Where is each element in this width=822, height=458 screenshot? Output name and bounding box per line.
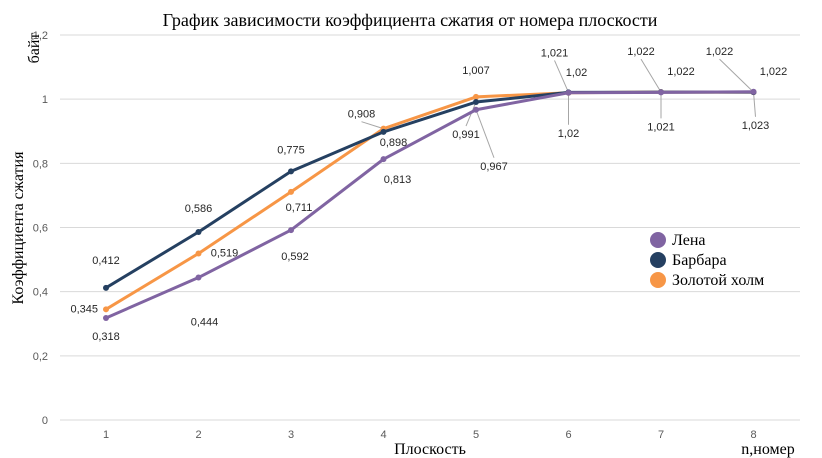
x-tick-label: 7 [658,429,664,441]
data-point [103,306,109,313]
data-point [473,99,479,106]
series [103,88,757,321]
x-tick-label: 2 [195,429,201,441]
x-tick-label: 1 [103,429,109,441]
data-label: 0,444 [191,317,219,329]
data-point [473,106,479,113]
data-point [658,89,664,96]
x-tick-label: 8 [750,429,756,441]
y-axis-title: Коэффициента сжатия [10,151,27,305]
data-point [103,284,109,291]
data-point [288,188,294,195]
legend-label: Золотой холм [672,272,764,289]
data-point [103,314,109,321]
label-leader [753,91,756,117]
data-label: 1,021 [647,121,675,133]
legend-label: Лена [672,232,706,249]
data-label: 1,021 [541,47,569,59]
x-axis-title: Плоскость [394,441,466,458]
data-point [288,168,294,175]
x-tick-label: 6 [565,429,571,441]
legend-marker [650,252,666,268]
y-tick-label: 1 [42,94,48,106]
y-tick-label: 0 [42,415,48,427]
data-point [195,228,202,235]
data-point [750,88,757,95]
x-tick-label: 5 [473,429,479,441]
legend: Лена Барбара Золотой холм [650,232,764,289]
data-label: 0,345 [70,303,98,315]
data-label: 0,711 [286,202,313,214]
data-point [195,250,202,257]
y-tick-label: 0,2 [33,351,48,363]
data-label: 0,898 [380,137,408,149]
data-label: 1,022 [706,46,734,58]
legend-label: Барбара [672,252,727,269]
chart-title: График зависимости коэффициента сжатия о… [163,10,658,30]
data-label: 0,775 [277,144,305,156]
data-labels: 0,318 0,444 0,592 0,813 0,967 1,02 1,021 1,023 0… [70,46,787,343]
data-label: 0,991 [452,129,480,141]
data-label: 1,02 [566,67,587,79]
series-line [104,90,755,320]
data-label: 0,592 [281,251,309,263]
data-point [288,227,294,234]
data-label: 1,023 [742,120,770,132]
data-label: 0,813 [384,174,412,186]
data-label: 1,022 [760,66,788,78]
data-label: 1,02 [558,128,579,140]
label-leader [361,121,384,130]
label-leader [475,109,495,158]
grid [60,34,800,421]
data-label: 0,967 [480,161,508,173]
series-1 [103,88,757,321]
label-leaders [361,58,756,158]
y-axis-ticks: 0 0,2 0,4 0,6 0,8 1 1,2 [33,30,48,427]
data-label: 0,586 [185,203,213,215]
data-label: 0,908 [348,109,376,121]
data-point [380,156,387,163]
y-tick-label: 0,6 [33,223,48,235]
data-label: 0,412 [92,255,120,267]
y-tick-label: 1,2 [33,30,48,42]
data-label: 1,007 [462,65,490,77]
data-label: 1,022 [667,66,695,78]
x-tick-label: 3 [288,429,294,441]
y-tick-label: 0,4 [33,287,48,299]
x-axis-ticks: 1 2 3 4 5 6 7 8 [103,429,757,441]
data-label: 0,318 [92,331,120,343]
data-point [380,128,387,135]
legend-marker [650,232,666,248]
data-point [195,274,202,281]
data-label: 1,022 [627,46,655,58]
y-tick-label: 0,8 [33,158,48,170]
data-point [565,89,572,96]
data-point [473,93,479,100]
legend-marker [650,272,666,288]
x-axis-unit: n,номер [741,441,794,458]
label-leader [554,60,569,93]
data-label: 0,519 [211,247,239,259]
label-leader [719,58,754,93]
x-tick-label: 4 [380,429,386,441]
label-leader [640,58,662,93]
y-axis-unit: байт [26,33,43,64]
